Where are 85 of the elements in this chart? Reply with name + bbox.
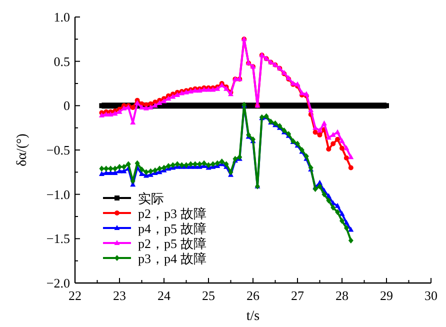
- point: [108, 112, 114, 117]
- point: [210, 161, 216, 168]
- point: [335, 209, 340, 216]
- y-tick-label: 1.0: [54, 10, 70, 24]
- point: [103, 112, 109, 117]
- point: [344, 145, 350, 150]
- point: [99, 166, 104, 172]
- point: [174, 92, 180, 98]
- point: [344, 225, 349, 232]
- point: [197, 161, 202, 168]
- point: [162, 164, 166, 171]
- point: [152, 167, 158, 174]
- point: [326, 134, 332, 140]
- point: [144, 169, 149, 176]
- point: [112, 166, 118, 172]
- point: [103, 170, 109, 176]
- point: [330, 141, 336, 146]
- point: [219, 158, 224, 165]
- point: [348, 165, 354, 170]
- point: [348, 154, 354, 160]
- point: [98, 170, 104, 176]
- point: [157, 166, 162, 172]
- point: [174, 161, 180, 168]
- legend-label: p4，p5 故障: [138, 221, 206, 236]
- point: [148, 104, 154, 110]
- legend-label: p3，p4 故障: [138, 251, 206, 266]
- point: [214, 160, 220, 166]
- point: [139, 104, 144, 110]
- x-tick-label: 27: [291, 288, 304, 303]
- legend-label: p2，p5 故障: [138, 236, 206, 251]
- point: [130, 104, 136, 110]
- point: [322, 191, 327, 198]
- y-tick-label: −2.0: [46, 276, 70, 290]
- point: [304, 153, 309, 160]
- x-tick-label: 24: [158, 288, 171, 303]
- point: [335, 136, 340, 142]
- point: [348, 226, 354, 232]
- point: [348, 237, 354, 244]
- y-tick-label: 0.5: [54, 54, 70, 69]
- x-tick-label: 30: [424, 288, 438, 303]
- point: [317, 183, 322, 190]
- point: [308, 107, 314, 112]
- point: [326, 146, 332, 152]
- point: [340, 218, 344, 224]
- point: [340, 146, 344, 151]
- point: [139, 166, 144, 173]
- point: [188, 161, 194, 168]
- y-axis-title: δα/(°): [15, 133, 30, 166]
- legend-label: p2，p3 故障: [138, 206, 206, 221]
- point: [224, 161, 229, 168]
- x-tick-label: 26: [246, 288, 260, 303]
- point: [202, 160, 207, 166]
- point: [344, 155, 349, 160]
- point: [148, 168, 154, 174]
- point: [228, 169, 234, 176]
- x-tick-label: 29: [380, 288, 393, 303]
- x-axis-title: t/s: [246, 309, 260, 324]
- point: [321, 120, 327, 126]
- point: [126, 161, 131, 168]
- point: [326, 198, 332, 204]
- point: [312, 186, 318, 192]
- point: [143, 105, 149, 110]
- legend-label: 实际: [138, 191, 164, 206]
- point: [334, 202, 340, 208]
- point: [294, 81, 300, 86]
- x-tick-label: 23: [113, 288, 126, 303]
- y-tick-label: 0: [64, 98, 70, 114]
- y-tick-label: −1.5: [46, 231, 70, 246]
- point: [330, 204, 336, 211]
- point: [166, 162, 171, 169]
- x-tick-label: 25: [202, 288, 215, 303]
- point: [152, 102, 158, 108]
- y-tick-label: −1.0: [46, 186, 70, 202]
- point: [134, 100, 140, 106]
- x-tick-label: 22: [68, 288, 82, 303]
- point: [339, 138, 345, 144]
- point: [317, 132, 322, 138]
- point: [206, 162, 211, 168]
- point: [317, 127, 322, 132]
- point: [134, 160, 140, 166]
- y-tick-label: −0.5: [46, 142, 70, 158]
- point: [299, 90, 305, 96]
- x-tick-label: 28: [336, 288, 348, 303]
- point: [117, 164, 122, 170]
- point: [112, 110, 118, 116]
